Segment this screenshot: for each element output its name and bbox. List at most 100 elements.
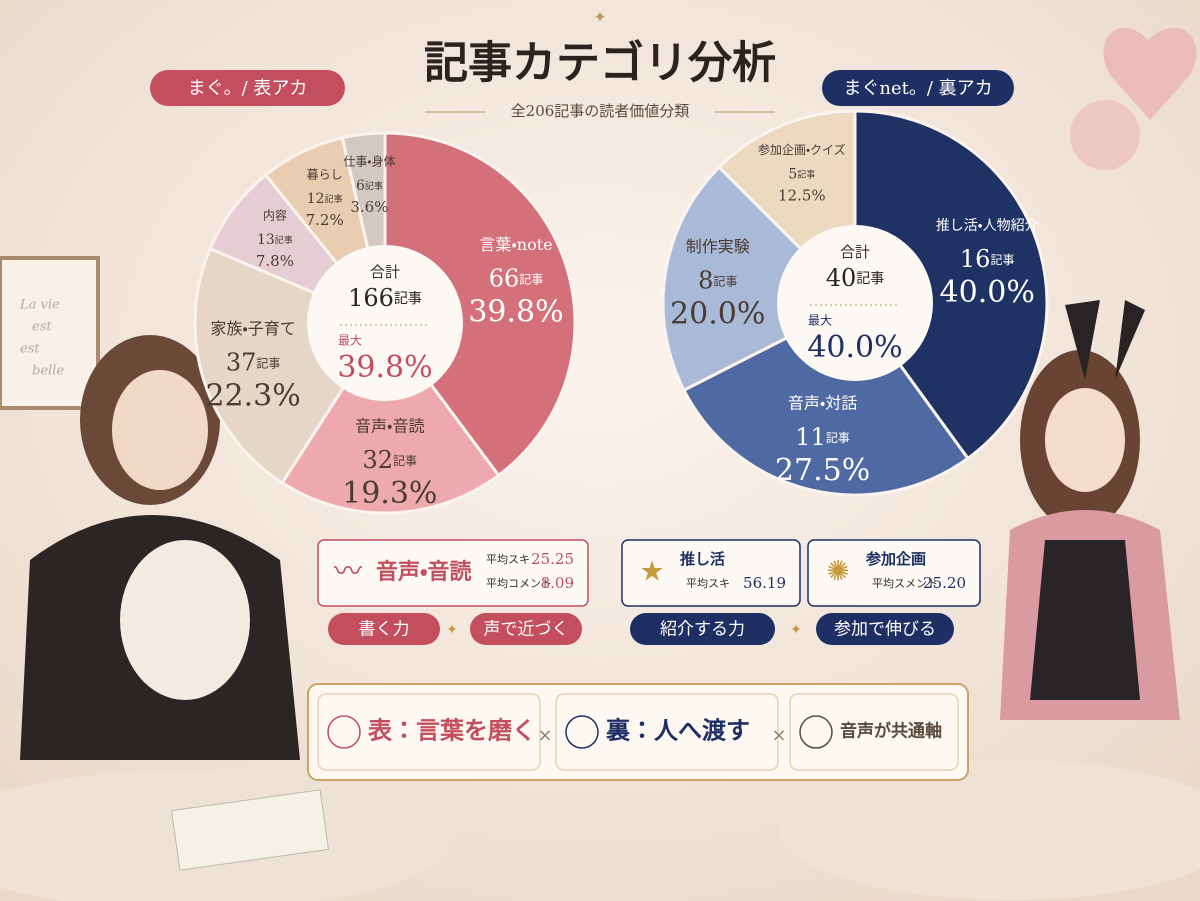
- banner-separator: ×: [537, 725, 552, 746]
- slice-count-number: 12: [307, 191, 325, 207]
- slice-category: 内容: [263, 208, 287, 222]
- donut-hole: [777, 225, 933, 381]
- pie-slice: [853, 109, 1049, 461]
- slice-percent: 40.0%: [940, 275, 1035, 310]
- frame-word: belle: [32, 364, 64, 379]
- slice-count-number: 13: [257, 232, 275, 248]
- bunny-ear: [1115, 300, 1145, 380]
- slice-count-unit: 記事: [365, 179, 383, 191]
- account-label: まぐ。/ 表アカ: [188, 78, 308, 99]
- pill-sep: ✦: [446, 622, 458, 638]
- pie-slice: [681, 301, 970, 497]
- stat-label: 平均コメント: [486, 576, 552, 590]
- slice-percent: 39.8%: [468, 295, 563, 330]
- slice-count: 5記事: [788, 167, 815, 183]
- slice-count-number: 32: [362, 445, 393, 473]
- banner-icon: [799, 715, 833, 749]
- center-total-number: 166: [348, 284, 394, 312]
- pill: [630, 613, 775, 645]
- slice-count: 66記事: [489, 264, 544, 292]
- character-face: [1045, 388, 1125, 492]
- stat-title: 参加企画: [865, 550, 926, 568]
- slice-count-unit: 記事: [325, 192, 343, 204]
- pill: [816, 613, 954, 645]
- slice-percent: 12.5%: [778, 187, 826, 205]
- frame-word: La vie: [19, 298, 60, 313]
- slice-count-unit: 記事: [713, 274, 737, 288]
- frame-word: est: [32, 320, 52, 335]
- slice-count-unit: 記事: [275, 233, 293, 245]
- banner-text: 音声が共通軸: [840, 721, 942, 742]
- slice-category: 家族・子育て: [210, 319, 295, 338]
- slice-count-number: 8: [698, 266, 713, 294]
- pill-sep: ✦: [790, 622, 802, 638]
- bunny-ear: [1065, 300, 1100, 380]
- account-label: まぐnet。/ 裏アカ: [843, 78, 992, 99]
- stat-label: 平均スキ: [486, 552, 530, 566]
- slice-count: 13記事: [257, 232, 293, 248]
- stat-value: 25.25: [531, 550, 574, 568]
- rug: [780, 760, 1200, 900]
- stat-icon: ★: [639, 555, 664, 588]
- frame-text: La vie est est belle: [19, 298, 64, 379]
- slice-count: 37記事: [226, 348, 281, 376]
- banner-separator: ×: [771, 725, 786, 746]
- slice-category: 制作実験: [686, 237, 750, 256]
- stat-title: 音声・音読: [376, 559, 471, 585]
- banner-section: [555, 693, 779, 771]
- title: 記事カテゴリ分析: [424, 38, 776, 89]
- slice-count-unit: 記事: [826, 431, 850, 445]
- pill-label: 書く力: [359, 620, 410, 640]
- banner: [307, 683, 969, 781]
- pie-slice: [661, 165, 858, 393]
- center-total-unit: 記事: [394, 291, 422, 307]
- stat-value: 56.19: [743, 574, 786, 592]
- center-max-label: 最大: [338, 334, 362, 348]
- slice-count: 11記事: [795, 423, 850, 451]
- character-face: [112, 370, 208, 490]
- stat-title: 推し活: [680, 550, 725, 568]
- banner-section: [317, 693, 541, 771]
- slice-percent: 20.0%: [670, 296, 765, 331]
- center-total: 166記事: [348, 284, 422, 312]
- center-total-unit: 記事: [856, 271, 884, 287]
- slice-category: 仕事・身体: [343, 153, 395, 168]
- slice-count-number: 11: [795, 423, 826, 451]
- ornament: ✦: [593, 8, 606, 27]
- stat-box: [317, 539, 589, 607]
- slice-count-unit: 記事: [990, 253, 1014, 267]
- center-max: 39.8%: [337, 350, 432, 385]
- center-total: 40記事: [826, 264, 885, 292]
- banner-text: 裏：人へ渡す: [605, 716, 750, 745]
- picture-frame: [0, 256, 100, 410]
- slice-count-unit: 記事: [519, 272, 543, 286]
- book: [170, 789, 330, 871]
- slice-percent: 7.2%: [306, 211, 344, 229]
- stat-label: 平均スキ: [686, 576, 730, 590]
- slice-percent: 7.8%: [256, 252, 294, 270]
- slice-count-unit: 記事: [797, 168, 815, 180]
- slice-category: 言葉・note: [479, 235, 552, 254]
- center-label: 合計: [370, 263, 400, 281]
- slice-category: 暮らし: [307, 167, 343, 181]
- character-dress: [1030, 540, 1140, 700]
- pie-slice: [383, 131, 577, 478]
- account-pill: [150, 70, 345, 106]
- frame-word: est: [20, 342, 40, 357]
- stat-icon: 〰: [334, 555, 362, 588]
- slice-category: 推し活・人物紹介: [936, 218, 1039, 234]
- slice-category: 音声・音読: [355, 416, 424, 435]
- stat-value: 8.09: [541, 574, 574, 592]
- banner-icon: [565, 715, 599, 749]
- stat-box: [807, 539, 981, 607]
- stat-box: [621, 539, 801, 607]
- slice-count: 8記事: [698, 266, 737, 294]
- center-total-number: 40: [826, 264, 857, 292]
- slice-count-unit: 記事: [393, 453, 417, 467]
- slice-count-number: 5: [788, 167, 797, 183]
- stat-value: 25.20: [923, 574, 966, 592]
- slice-count-number: 6: [356, 178, 365, 194]
- center-max-label: 最大: [808, 314, 832, 328]
